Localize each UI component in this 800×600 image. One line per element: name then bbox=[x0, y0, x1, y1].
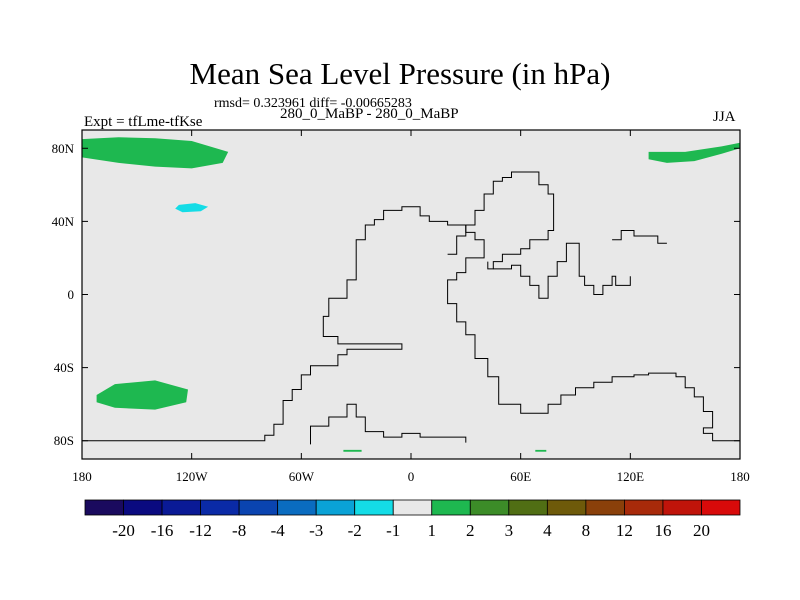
x-tick-label: 60W bbox=[289, 469, 315, 484]
colorbar-swatch bbox=[585, 499, 625, 516]
coastline-americas-coast bbox=[82, 206, 411, 442]
coastline-north-pacific-coast bbox=[612, 230, 667, 244]
colorbar-swatch bbox=[161, 499, 201, 516]
colorbar-swatch bbox=[469, 499, 510, 516]
colorbar-swatch bbox=[123, 499, 163, 516]
coastline-siberia-coast bbox=[447, 171, 555, 270]
colorbar-label: -4 bbox=[271, 521, 286, 540]
region-antarctic-speck-2 bbox=[535, 449, 547, 452]
colorbar-label: -16 bbox=[151, 521, 174, 540]
colorbar-swatch bbox=[238, 499, 279, 516]
x-tick-label: 180 bbox=[72, 469, 92, 484]
colorbar-swatch bbox=[354, 499, 394, 516]
colorbar-label: 2 bbox=[466, 521, 475, 540]
colorbar-swatch bbox=[84, 499, 124, 516]
region-antarctic-speck-1 bbox=[343, 449, 362, 452]
colorbar-label: -20 bbox=[112, 521, 135, 540]
colorbar-swatch bbox=[701, 499, 741, 516]
colorbar-swatch bbox=[546, 499, 587, 516]
colorbar-swatch bbox=[508, 499, 548, 516]
colorbar-swatch bbox=[624, 499, 664, 516]
colorbar-swatch bbox=[662, 499, 702, 516]
colorbar-label: 4 bbox=[543, 521, 552, 540]
x-tick-label: 180 bbox=[730, 469, 750, 484]
coastline-afro-eurasia-coast bbox=[411, 206, 740, 442]
y-tick-label: 80N bbox=[52, 141, 75, 156]
colorbar-swatch bbox=[431, 499, 471, 516]
period-label: 280_0_MaBP - 280_0_MaBP bbox=[280, 106, 459, 122]
colorbar-label: 20 bbox=[693, 521, 710, 540]
colorbar-label: -1 bbox=[386, 521, 400, 540]
colorbar-label: 1 bbox=[428, 521, 437, 540]
coastline-asia-pacific-coast bbox=[493, 242, 631, 299]
coastline-antarctic-inner-coast bbox=[310, 403, 467, 445]
colorbar-label: -8 bbox=[232, 521, 246, 540]
colorbar-swatch bbox=[277, 499, 317, 516]
colorbar-label: -3 bbox=[309, 521, 323, 540]
plot-background bbox=[82, 130, 740, 459]
chart-subtitle: rmsd= 0.323961 diff= -0.00665283 bbox=[214, 96, 412, 111]
y-tick-label: 80S bbox=[54, 433, 74, 448]
colorbar-label: 3 bbox=[505, 521, 514, 540]
y-tick-label: 40S bbox=[54, 360, 74, 375]
colorbar-label: 8 bbox=[582, 521, 591, 540]
colorbar-label: -2 bbox=[348, 521, 362, 540]
colorbar-label: 16 bbox=[654, 521, 671, 540]
y-tick-label: 40N bbox=[52, 214, 75, 229]
x-tick-label: 120W bbox=[176, 469, 209, 484]
chart-title: Mean Sea Level Pressure (in hPa) bbox=[189, 56, 611, 91]
x-tick-label: 120E bbox=[617, 469, 645, 484]
region-south-pacific-positive bbox=[96, 380, 188, 410]
y-tick-label: 0 bbox=[68, 287, 75, 302]
season-label: JJA bbox=[713, 109, 736, 125]
region-arctic-east-positive bbox=[648, 142, 740, 163]
x-tick-label: 60E bbox=[510, 469, 531, 484]
colorbar-label: -12 bbox=[189, 521, 212, 540]
x-tick-label: 0 bbox=[408, 469, 415, 484]
colorbar-label: 12 bbox=[616, 521, 633, 540]
colorbar-swatch bbox=[392, 499, 433, 516]
experiment-label: Expt = tfLme-tfKse bbox=[84, 114, 203, 130]
region-pacific-negative bbox=[175, 203, 209, 213]
region-arctic-west-positive bbox=[82, 137, 229, 169]
colorbar-swatch bbox=[200, 499, 240, 516]
colorbar-swatch bbox=[315, 499, 356, 516]
